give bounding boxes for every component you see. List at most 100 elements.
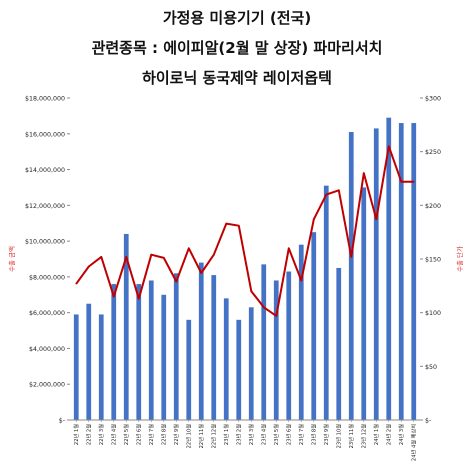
- chart-titles: 가정용 미용기기 (전국) 관련종목 : 에이피알(2월 말 상장) 파마리서치…: [0, 0, 474, 90]
- y-axis-title: 수출 금액: [7, 246, 16, 272]
- x-tick-label: 24년 3월: [397, 424, 405, 445]
- bar-export-amount: [198, 262, 204, 420]
- point-unit-price: [325, 193, 328, 196]
- x-tick-label: 23년 10월: [335, 424, 343, 449]
- point-unit-price: [75, 282, 78, 285]
- y2-tick-label: $100: [425, 310, 441, 317]
- x-tick-label: 24년 1월: [372, 424, 380, 445]
- bar-export-amount: [111, 284, 117, 420]
- point-unit-price: [162, 257, 165, 259]
- x-tick-label: 24년 2월: [385, 424, 393, 445]
- bar-export-amount: [186, 319, 192, 420]
- bar-export-amount: [361, 187, 367, 420]
- x-tick-label: 22년 7월: [147, 424, 155, 445]
- y2-axis-title: 수출 단가: [455, 246, 464, 272]
- y-tick-label: $18,000,000: [25, 96, 65, 103]
- bar-export-amount: [248, 307, 254, 420]
- x-tick-label: 23년 2월: [235, 424, 243, 445]
- y2-tick-label: $250: [425, 149, 441, 156]
- x-tick-label: 22년 5월: [122, 424, 130, 445]
- bar-export-amount: [173, 273, 179, 420]
- point-unit-price: [350, 256, 353, 258]
- chart-title: 가정용 미용기기 (전국): [162, 9, 312, 27]
- x-tick-label: 22년 11월: [197, 424, 205, 449]
- bar-export-amount: [398, 123, 404, 421]
- bar-export-amount: [236, 319, 242, 420]
- x-tick-label: 23년 11월: [347, 424, 355, 449]
- x-tick-label: 22년 3월: [97, 424, 105, 445]
- point-unit-price: [262, 306, 265, 309]
- bar-export-amount: [136, 284, 142, 420]
- x-tick-label: 22년 6월: [135, 424, 143, 445]
- x-tick-label: 23년 12월: [360, 424, 368, 449]
- bar-export-amount: [298, 244, 304, 420]
- point-unit-price: [337, 189, 340, 192]
- x-tick-label: 23년 1월: [222, 424, 230, 445]
- point-unit-price: [125, 256, 128, 258]
- bar-export-amount: [211, 275, 217, 420]
- line-unit-price: [75, 145, 414, 317]
- bar-export-amount: [411, 123, 417, 421]
- point-unit-price: [137, 297, 140, 300]
- y-tick-label: $8,000,000: [29, 274, 65, 281]
- x-tick-label: 23년 5월: [272, 424, 280, 445]
- y-tick-label: $-: [59, 418, 65, 425]
- x-tick-label: 24년 4월 예상치: [410, 424, 418, 461]
- x-tick-label: 22년 1월: [72, 424, 80, 445]
- x-tick-label: 22년 9월: [172, 424, 180, 445]
- y-tick-label: $4,000,000: [29, 346, 65, 353]
- point-unit-price: [175, 280, 178, 283]
- point-unit-price: [412, 180, 415, 183]
- y2-tick-label: $300: [425, 96, 441, 103]
- x-tick-label: 22년 2월: [85, 424, 93, 445]
- y-tick-label: $14,000,000: [25, 167, 65, 174]
- point-unit-price: [112, 295, 115, 298]
- bar-export-amount: [98, 314, 104, 420]
- y-tick-label: $6,000,000: [29, 310, 65, 317]
- point-unit-price: [362, 172, 365, 174]
- chart-subtitle-stocks: 관련종목 : 에이피알(2월 말 상장) 파마리서치: [91, 39, 383, 57]
- bar-export-amount: [348, 131, 354, 420]
- x-tick-label: 22년 10월: [185, 424, 193, 449]
- chart-subtitle-stocks-cont: 하이로닉 동국제약 레이저옵텍: [142, 69, 332, 87]
- x-tick-label: 23년 9월: [322, 424, 330, 445]
- bar-export-amount: [148, 280, 154, 420]
- bar-export-amount: [86, 303, 92, 420]
- bar-export-amount: [286, 271, 292, 420]
- point-unit-price: [87, 265, 90, 268]
- point-unit-price: [200, 272, 203, 274]
- point-unit-price: [312, 218, 315, 221]
- point-unit-price: [275, 315, 278, 317]
- point-unit-price: [400, 180, 403, 183]
- x-tick-label: 22년 8월: [160, 424, 168, 445]
- x-tick-label: 22년 4월: [110, 424, 118, 445]
- bar-export-amount: [161, 294, 167, 420]
- x-tick-label: 23년 4월: [260, 424, 268, 445]
- y-tick-label: $10,000,000: [25, 239, 65, 246]
- y2-tick-label: $150: [425, 257, 441, 264]
- bar-export-amount: [386, 117, 392, 420]
- point-unit-price: [387, 145, 390, 148]
- bar-export-amount: [261, 264, 267, 420]
- point-unit-price: [375, 218, 378, 221]
- bar-export-amount: [73, 314, 79, 420]
- x-tick-label: 23년 3월: [247, 424, 255, 445]
- point-unit-price: [100, 256, 103, 258]
- x-tick-label: 23년 6월: [285, 424, 293, 445]
- bar-export-amount: [123, 233, 129, 420]
- bar-export-amount: [336, 267, 342, 420]
- point-unit-price: [187, 247, 190, 250]
- point-unit-price: [150, 253, 153, 256]
- bar-export-amount: [373, 128, 379, 420]
- y2-tick-label: $50: [425, 364, 437, 371]
- point-unit-price: [225, 222, 228, 225]
- x-tick-label: 22년 12월: [210, 424, 218, 449]
- y-tick-label: $2,000,000: [29, 382, 65, 389]
- y2-tick-label: $200: [425, 203, 441, 210]
- point-unit-price: [300, 279, 303, 282]
- bar-export-amount: [323, 185, 329, 420]
- x-tick-label: 23년 7월: [297, 424, 305, 445]
- y-tick-label: $16,000,000: [25, 131, 65, 138]
- point-unit-price: [237, 224, 240, 227]
